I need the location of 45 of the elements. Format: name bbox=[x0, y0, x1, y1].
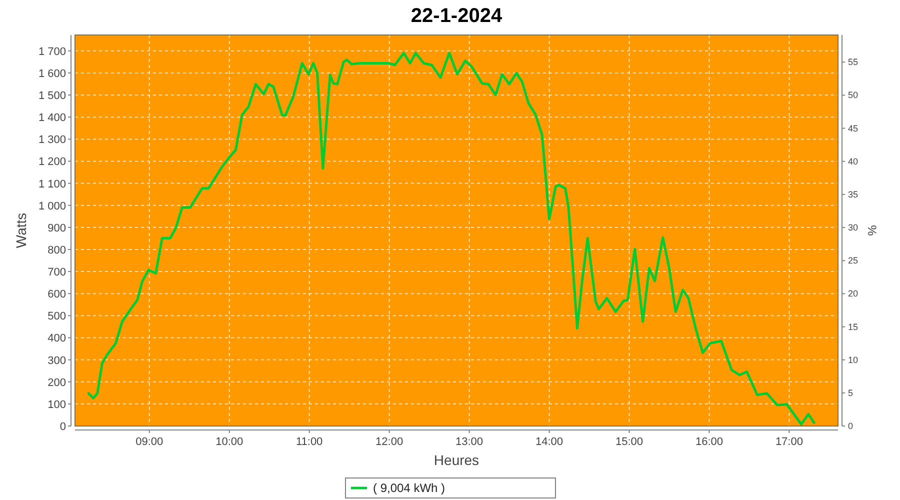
y2-tick-label: 15 bbox=[848, 322, 858, 332]
y-tick-label: 1 600 bbox=[38, 68, 66, 80]
y-tick-label: 500 bbox=[48, 310, 66, 323]
y2-axis-title: % bbox=[865, 225, 879, 236]
y-tick-label: 600 bbox=[48, 288, 66, 301]
y-tick-label: 800 bbox=[48, 244, 66, 256]
y-tick-label: 900 bbox=[48, 222, 66, 234]
line-series bbox=[87, 52, 816, 426]
y2-tick-label: 20 bbox=[848, 288, 858, 299]
y2-tick-label: 10 bbox=[848, 354, 858, 365]
y2-tick-label: 0 bbox=[848, 421, 854, 431]
x-tick-label: 15:00 bbox=[615, 436, 644, 448]
y-tick-label: 700 bbox=[48, 266, 66, 279]
y2-tick-label: 50 bbox=[848, 90, 858, 100]
chart-title: 22-1-2024 bbox=[410, 5, 503, 27]
y2-tick-label: 25 bbox=[848, 256, 858, 266]
x-axis-title: Heures bbox=[434, 452, 480, 468]
y-tick-label: 300 bbox=[48, 354, 66, 367]
y2-tick-label: 45 bbox=[848, 123, 858, 134]
y-tick-label: 400 bbox=[48, 332, 66, 345]
x-tick-label: 16:00 bbox=[695, 436, 723, 448]
y-tick-label: 1 700 bbox=[38, 46, 66, 58]
legend-label: ( 9,004 kWh ) bbox=[373, 481, 446, 495]
y-tick-label: 1 400 bbox=[38, 112, 66, 124]
x-tick-label: 14:00 bbox=[536, 436, 564, 448]
y-axis-title: Watts bbox=[13, 212, 29, 248]
y-tick-label: 100 bbox=[48, 398, 66, 411]
y-tick-label: 1 200 bbox=[38, 156, 66, 168]
x-tick-label: 17:00 bbox=[775, 436, 803, 448]
y2-tick-label: 5 bbox=[848, 388, 854, 398]
y-tick-label: 1 300 bbox=[38, 134, 66, 146]
y-tick-label: 1 500 bbox=[38, 90, 66, 102]
x-tick-label: 10:00 bbox=[216, 436, 244, 448]
y2-tick-label: 55 bbox=[848, 57, 858, 68]
x-tick-label: 12:00 bbox=[376, 436, 404, 448]
y-tick-label: 1 100 bbox=[38, 178, 66, 190]
y-tick-label: 200 bbox=[48, 376, 66, 389]
y2-tick-label: 30 bbox=[848, 222, 858, 233]
y-tick-label: 0 bbox=[60, 421, 66, 433]
x-tick-label: 09:00 bbox=[136, 436, 164, 448]
y2-tick-label: 40 bbox=[848, 156, 858, 166]
x-tick-label: 13:00 bbox=[456, 436, 484, 448]
y2-tick-label: 35 bbox=[848, 189, 858, 200]
x-tick-label: 11:00 bbox=[296, 436, 323, 448]
y-tick-label: 1 000 bbox=[38, 200, 66, 212]
